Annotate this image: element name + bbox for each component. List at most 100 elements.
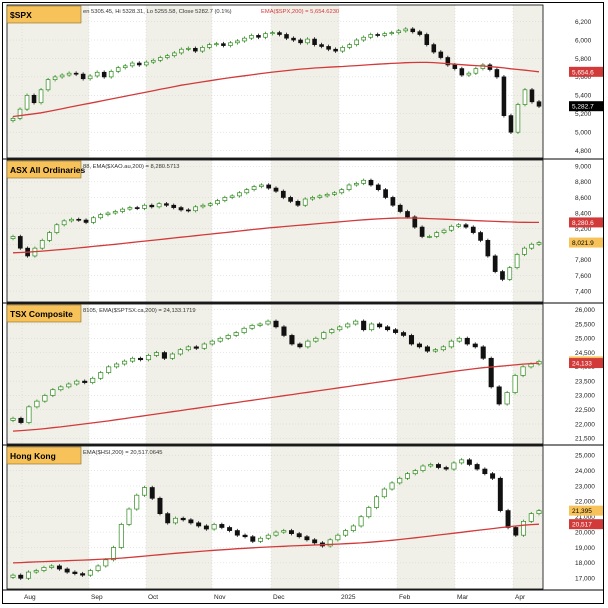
candle-body — [520, 366, 526, 376]
candle-body — [150, 59, 156, 63]
candle-body — [66, 383, 72, 388]
month-band — [397, 304, 455, 444]
candle-body — [529, 243, 535, 249]
candle-body — [361, 179, 367, 184]
candle-body — [305, 38, 310, 44]
ema-legend-text: EMA($SPX,200) = 5,654.6230 — [261, 9, 339, 15]
candle-body — [361, 36, 366, 41]
candle-body — [241, 327, 247, 333]
month-band — [7, 304, 89, 444]
candle-body — [513, 527, 519, 536]
x-tick-label: Mar — [457, 594, 469, 601]
candle-body — [47, 232, 52, 241]
candle-body — [375, 184, 381, 190]
candle-body — [149, 204, 155, 208]
x-tick-label: Apr — [515, 594, 526, 601]
month-band — [397, 446, 455, 589]
candle-body — [412, 216, 418, 228]
y-tick-label: 6,200 — [575, 19, 592, 26]
candle-body — [227, 527, 233, 531]
candle-body — [10, 574, 16, 578]
y-tick-label: 17,000 — [575, 576, 595, 583]
candle-body — [134, 207, 140, 209]
candle-body — [118, 524, 124, 548]
candle-body — [34, 400, 40, 408]
ema-price-text: 20,517 — [572, 522, 592, 529]
candle-body — [142, 487, 147, 496]
candle-body — [296, 533, 302, 538]
candle-body — [172, 517, 178, 524]
candle-body — [340, 47, 345, 52]
candle-body — [284, 34, 289, 39]
candle-body — [313, 337, 319, 342]
candle-body — [82, 380, 88, 383]
candle-body — [179, 48, 184, 54]
symbol-label: ASX All Ordinaries — [10, 165, 86, 175]
candle-body — [501, 76, 507, 116]
candle-body — [448, 340, 454, 348]
candle-body — [397, 204, 403, 212]
last-price-text: 8,021.9 — [572, 240, 594, 247]
y-tick-label: 18,000 — [575, 560, 595, 567]
month-band — [271, 160, 339, 302]
candle-body — [368, 34, 373, 38]
candle-body — [74, 380, 80, 385]
candle-body — [347, 44, 352, 48]
candle-body — [143, 61, 149, 66]
candle-body — [273, 320, 279, 328]
y-tick-label: 7,800 — [575, 257, 592, 264]
panel-header-text: en 5305.45, Hi 5328.31, Lo 5255.58, Clos… — [83, 9, 232, 15]
candle-body — [108, 71, 114, 78]
y-tick-label: 5,200 — [575, 111, 592, 118]
month-band — [271, 5, 339, 158]
y-tick-label: 8,200 — [575, 226, 592, 233]
ema-price-text: 24,133 — [572, 361, 592, 368]
candle-body — [41, 567, 47, 571]
candle-body — [25, 571, 31, 579]
candle-body — [256, 35, 261, 38]
candle-body — [130, 357, 136, 362]
candle-body — [536, 101, 542, 107]
panel-2: 21,50022,00022,50023,00023,50024,00024,5… — [3, 303, 605, 446]
candle-body — [505, 510, 511, 528]
last-price-text: 21,395 — [572, 508, 592, 515]
candle-body — [432, 349, 438, 352]
candle-body — [529, 89, 535, 103]
candle-body — [80, 73, 86, 80]
y-tick-label: 26,000 — [575, 307, 595, 314]
candle-body — [381, 488, 387, 498]
candle-body — [385, 326, 391, 331]
symbol-label-box — [6, 5, 82, 24]
y-tick-label: 21,000 — [575, 514, 595, 521]
candle-body — [115, 67, 121, 72]
ema-200-line — [12, 362, 540, 432]
candle-body — [39, 240, 45, 249]
y-tick-label: 8,400 — [575, 210, 592, 217]
y-tick-label: 8,600 — [575, 195, 592, 202]
candle-body — [496, 386, 502, 405]
candle-body — [122, 65, 128, 69]
candle-body — [72, 571, 78, 574]
month-band — [146, 160, 212, 302]
candle-body — [396, 30, 402, 34]
candle-body — [472, 343, 478, 348]
plot-area — [6, 445, 544, 590]
candle-body — [297, 343, 303, 348]
ema-price-text: 8,280.6 — [572, 220, 594, 227]
candle-body — [327, 539, 333, 547]
candle-body — [405, 211, 410, 218]
plot-area — [6, 159, 544, 303]
candle-body — [291, 37, 296, 41]
candle-body — [111, 547, 117, 561]
candle-body — [473, 68, 479, 74]
candle-body — [193, 206, 198, 212]
candle-body — [273, 531, 279, 536]
ema-price-badge — [569, 217, 605, 228]
candle-body — [157, 497, 163, 515]
candle-body — [257, 323, 263, 326]
x-tick-label: Aug — [24, 594, 36, 601]
multi-panel-candlestick-chart: Aug Sep Oct Nov Dec 2025 Feb Mar Apr 4,800 5,000 5,… — [3, 4, 605, 601]
candle-body — [304, 536, 310, 541]
candle-body — [222, 197, 228, 201]
month-band — [146, 446, 212, 589]
